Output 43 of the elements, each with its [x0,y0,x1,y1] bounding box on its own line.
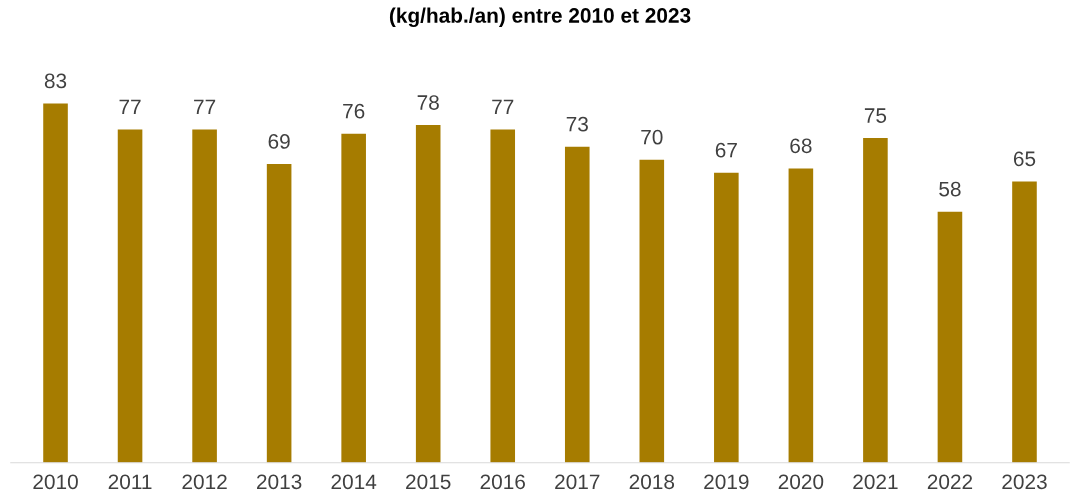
x-tick-label: 2018 [629,474,675,490]
data-label: 75 [864,108,887,123]
data-label: 78 [417,95,439,110]
data-label: 77 [194,99,216,115]
data-label: 69 [268,134,290,149]
bar [639,159,665,463]
bar [341,133,366,463]
data-label: 65 [1013,151,1036,167]
data-label: 77 [492,99,514,115]
bar [714,172,739,463]
bar [266,164,292,463]
bar [43,103,68,463]
data-label: 67 [715,142,737,158]
data-label: 76 [343,103,365,119]
bar [192,129,217,463]
x-tick-label: 2023 [1002,474,1047,490]
x-tick-label: 2019 [704,474,749,490]
x-tick-label: 2013 [257,474,302,490]
data-label: 73 [566,116,588,132]
bar [117,129,143,463]
x-tick-label: 2016 [480,474,525,490]
x-tick-label: 2010 [33,474,78,490]
x-tick-label: 2014 [331,474,377,490]
x-tick-label: 2011 [108,474,152,490]
x-tick-label: 2015 [406,474,451,490]
bar [788,168,814,463]
x-tick-label: 2012 [182,474,227,490]
data-label: 77 [119,99,141,115]
bar [863,138,888,463]
x-tick-label: 2017 [555,474,600,490]
bar [1012,181,1037,463]
bar [490,129,516,463]
bar [937,211,963,463]
chart-title: (kg/hab./an) entre 2010 et 2023 [389,7,691,28]
data-label: 70 [641,129,663,145]
x-tick-label: 2020 [778,474,824,490]
x-tick-label: 2021 [853,474,898,490]
x-tick-label: 2022 [927,474,973,490]
bar [415,125,441,463]
data-label: 83 [44,73,67,89]
data-label: 58 [939,181,961,197]
data-label: 68 [790,138,812,154]
bar [564,146,590,463]
